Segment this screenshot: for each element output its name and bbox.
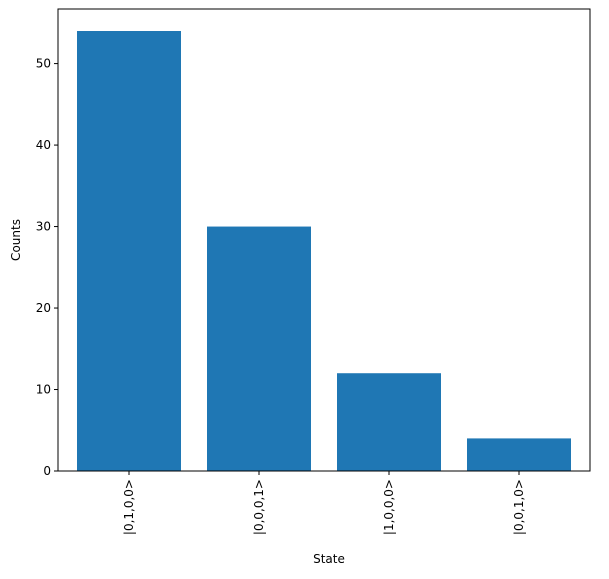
y-axis-label: Counts xyxy=(9,219,23,261)
bar xyxy=(337,373,441,471)
x-tick-label: |0,1,0,0> xyxy=(122,479,136,535)
x-tick-label: |1,0,0,0> xyxy=(382,479,396,535)
y-tick-label: 20 xyxy=(36,301,51,315)
y-tick-label: 10 xyxy=(36,383,51,397)
x-tick-label: |0,0,0,1> xyxy=(252,479,266,535)
plot-frame xyxy=(57,8,591,472)
x-axis-label: State xyxy=(313,552,345,566)
y-tick-label: 0 xyxy=(43,464,51,478)
bar xyxy=(467,438,571,471)
y-tick-label: 50 xyxy=(36,57,51,71)
bar xyxy=(77,31,181,471)
y-tick-label: 40 xyxy=(36,138,51,152)
bar xyxy=(207,226,311,471)
y-tick-label: 30 xyxy=(36,220,51,234)
x-tick-label: |0,0,1,0> xyxy=(512,479,526,535)
